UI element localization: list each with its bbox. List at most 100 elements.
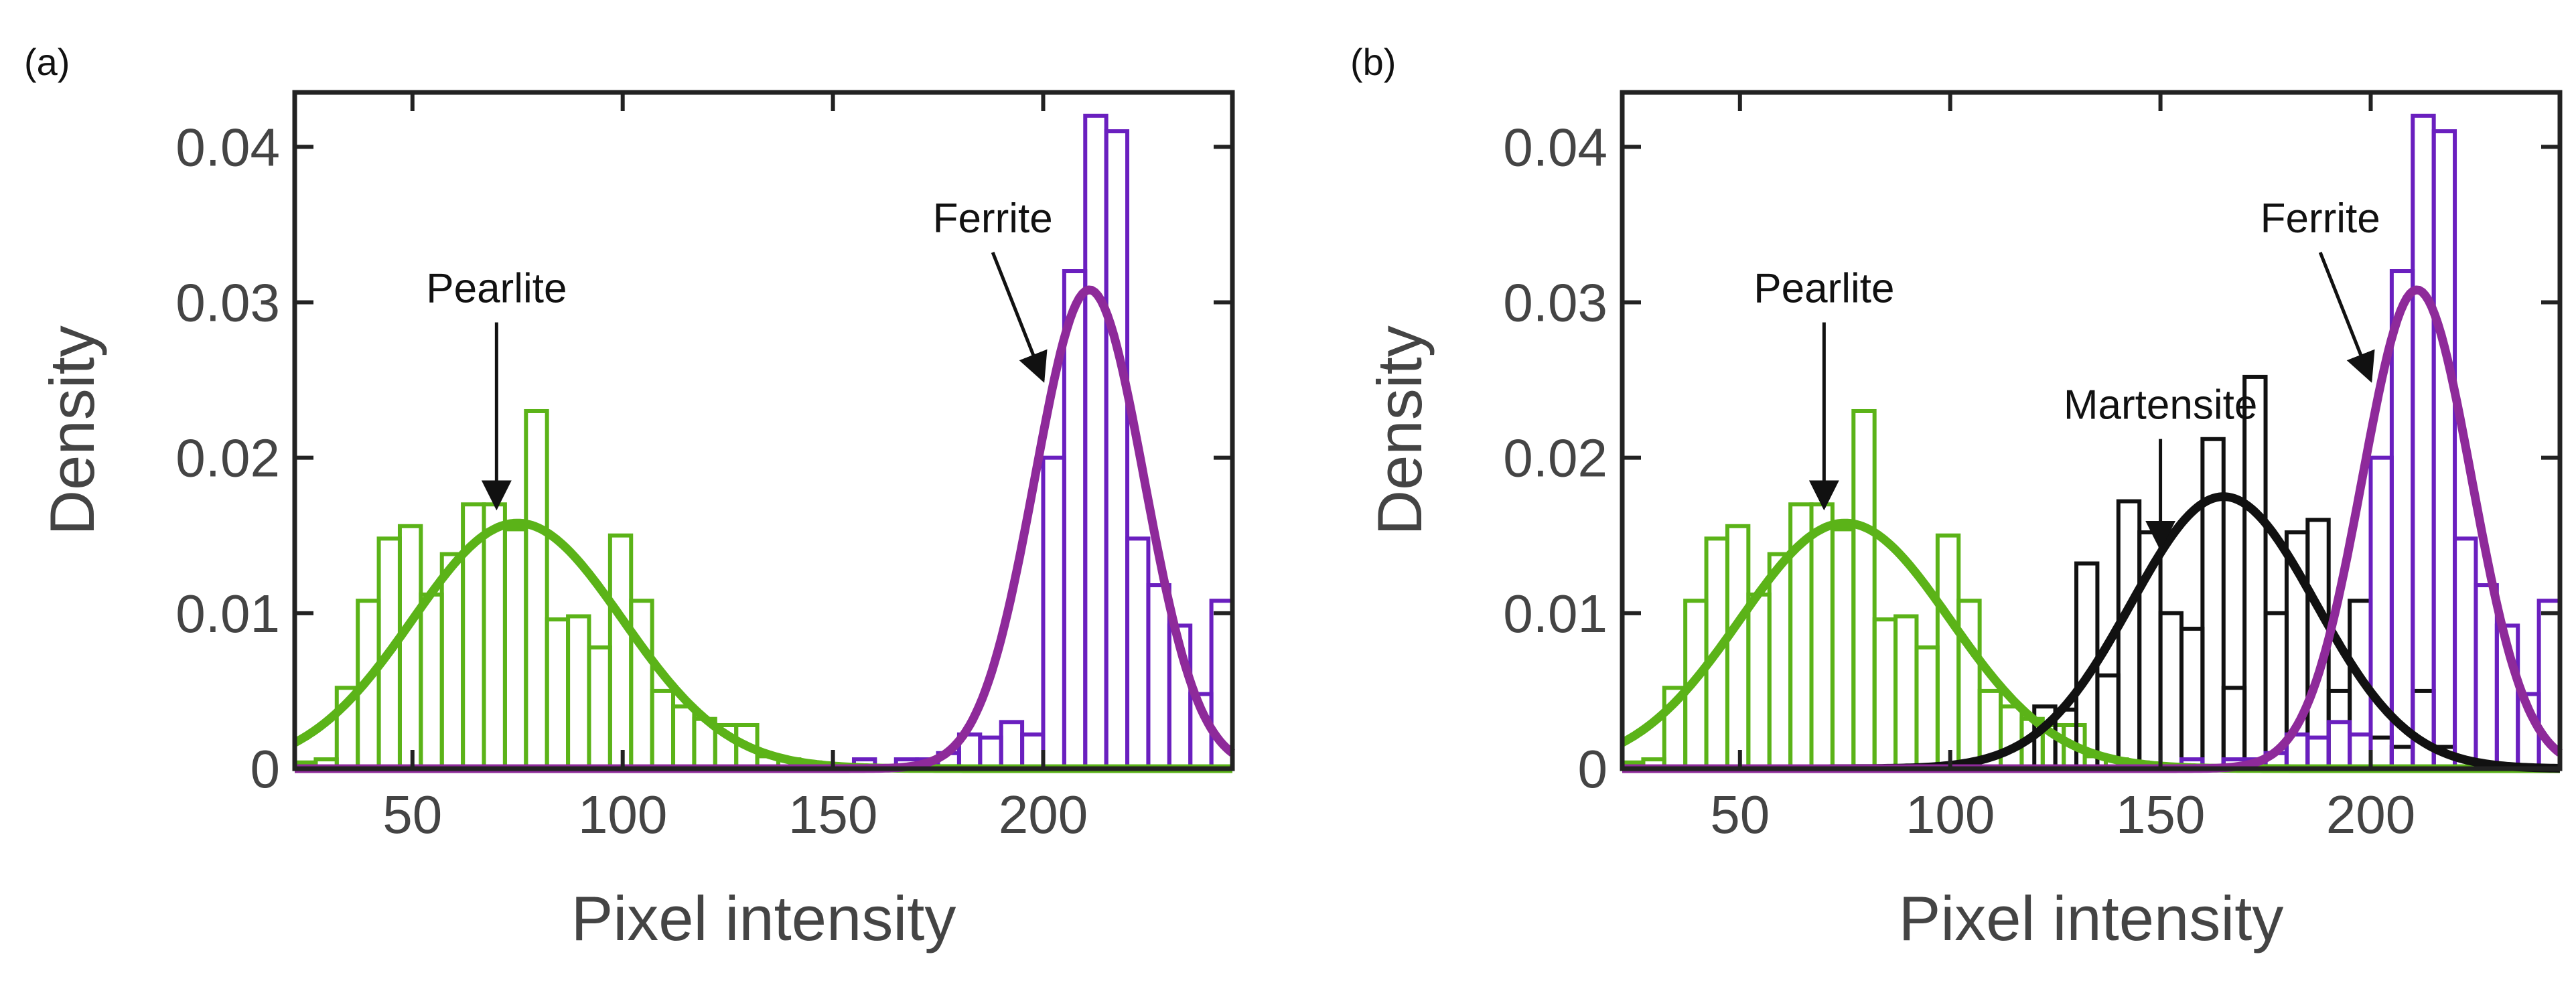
histogram-bar xyxy=(2389,269,2415,771)
x-tick-label: 150 xyxy=(788,785,877,844)
histogram-bar xyxy=(629,599,654,771)
histogram-series-0 xyxy=(293,408,822,771)
y-tick-label: 0.03 xyxy=(1503,273,1607,332)
histogram-bar xyxy=(1830,527,1856,771)
y-tick-label: 0.02 xyxy=(175,429,280,488)
histogram-bar xyxy=(482,502,507,771)
x-tick-label: 100 xyxy=(1906,785,1995,844)
x-tick-label: 200 xyxy=(2326,785,2415,844)
y-tick-label: 0.01 xyxy=(1503,584,1607,643)
x-tick-label: 200 xyxy=(999,785,1088,844)
histogram-bar xyxy=(2411,113,2436,771)
histogram-bar xyxy=(587,645,612,771)
histogram-bar xyxy=(439,552,466,771)
annotation-label: Pearlite xyxy=(426,265,567,311)
axes-frame-b xyxy=(1620,90,2563,771)
histogram-bar xyxy=(2474,583,2499,771)
histogram-bar xyxy=(2242,374,2268,771)
histogram-bar xyxy=(2221,686,2247,771)
fit-curve-martensite xyxy=(1621,492,2561,773)
chart-panel-a: (a) 50 100 150 200 0 0.01 0.02 0.03 0.04 Pearlit… xyxy=(24,41,1236,953)
annotation-arrow xyxy=(2318,252,2375,383)
y-tick-label: 0.04 xyxy=(175,117,280,177)
histogram-bar xyxy=(1893,614,1919,771)
y-tick-label: 0 xyxy=(1578,739,1608,799)
y-axis-title-b: Density xyxy=(1364,325,1435,535)
histogram-bar xyxy=(1125,536,1151,771)
axes-frame-a xyxy=(292,90,1235,771)
histogram-bar xyxy=(2368,455,2394,771)
histogram-bar xyxy=(607,533,634,771)
histogram-bar xyxy=(2326,688,2352,771)
histogram-bar xyxy=(1104,129,1130,771)
histogram-bar xyxy=(545,617,571,771)
histogram-bar xyxy=(2305,735,2331,771)
y-tick-label: 0.01 xyxy=(175,584,280,643)
histogram-bar xyxy=(1809,502,1835,771)
y-tick-label: 0 xyxy=(251,739,281,799)
histogram-bar xyxy=(978,735,1003,771)
histogram-bar xyxy=(671,704,697,771)
histogram-bar xyxy=(2348,732,2373,771)
histogram-bar xyxy=(1999,704,2024,771)
histogram-bar xyxy=(419,592,444,771)
histogram-bar xyxy=(1083,113,1108,771)
annotations-a: Pearlite Ferrite xyxy=(426,196,1053,511)
histogram-bar xyxy=(1725,524,1751,771)
histogram-bar xyxy=(2411,688,2436,771)
histogram-bar xyxy=(524,408,549,771)
histogram-series-1 xyxy=(2032,374,2478,771)
x-tick-label: 50 xyxy=(382,785,442,844)
histogram-bar xyxy=(1956,599,1982,771)
fit-curve-ferrite xyxy=(1621,285,2563,773)
histogram-bar xyxy=(1914,645,1940,771)
x-axis-title-b: Pixel intensity xyxy=(1899,883,2284,953)
x-tick-label: 50 xyxy=(1710,785,1770,844)
histogram-bar xyxy=(397,524,423,771)
panel-label-b: (b) xyxy=(1350,41,1396,83)
histogram-bar xyxy=(1935,533,1961,771)
histogram-bar xyxy=(502,527,528,771)
annotation-label: Martensite xyxy=(2064,382,2257,429)
fit-curve-pearlite xyxy=(1620,518,2561,773)
histogram-series-0 xyxy=(1620,408,2150,771)
y-tick-label: 0.04 xyxy=(1503,117,1607,177)
fit-curve-pearlite xyxy=(292,518,1234,773)
histogram-bar xyxy=(999,720,1025,771)
histogram-bar xyxy=(2326,720,2352,771)
histogram-bar xyxy=(1062,269,1088,771)
histogram-bar xyxy=(1020,732,1046,771)
annotations-b: Pearlite Martensite Ferrite xyxy=(1754,196,2380,551)
plot-area-a xyxy=(292,113,1236,773)
chart-panel-b: (b) 50 100 150 200 0 0.01 0.02 0.03 0.04 Pearlit… xyxy=(1350,41,2563,953)
histogram-bar xyxy=(2368,735,2394,771)
histogram-bar xyxy=(650,688,676,771)
histogram-bar xyxy=(2431,129,2457,771)
y-tick-label: 0.02 xyxy=(1503,429,1607,488)
histogram-bar xyxy=(1746,592,1772,771)
histogram-bar xyxy=(1041,455,1066,771)
annotation-label: Ferrite xyxy=(2261,196,2380,242)
x-tick-label: 150 xyxy=(2116,785,2205,844)
histogram-bar xyxy=(2158,611,2184,771)
histogram-bar xyxy=(2200,437,2226,771)
ticks-a: 50 100 150 200 0 0.01 0.02 0.03 0.04 xyxy=(175,92,1232,844)
annotation-arrow xyxy=(991,252,1048,383)
y-tick-label: 0.03 xyxy=(175,273,280,332)
histogram-bar xyxy=(2179,627,2205,771)
histogram-bar xyxy=(1767,552,1793,771)
annotation-label: Ferrite xyxy=(933,196,1053,242)
annotation-label: Pearlite xyxy=(1754,265,1894,311)
histogram-bar xyxy=(2453,536,2478,771)
y-axis-title-a: Density xyxy=(37,325,107,535)
histogram-bar xyxy=(2116,499,2142,771)
fit-curve-ferrite xyxy=(293,285,1236,773)
ticks-b: 50 100 150 200 0 0.01 0.02 0.03 0.04 xyxy=(1503,92,2560,844)
plot-area-b xyxy=(1620,113,2563,773)
histogram-bar xyxy=(1146,583,1171,771)
histogram-bar xyxy=(1851,408,1877,771)
x-tick-label: 100 xyxy=(578,785,667,844)
panel-label-a: (a) xyxy=(24,41,70,83)
x-axis-title-a: Pixel intensity xyxy=(571,883,956,953)
